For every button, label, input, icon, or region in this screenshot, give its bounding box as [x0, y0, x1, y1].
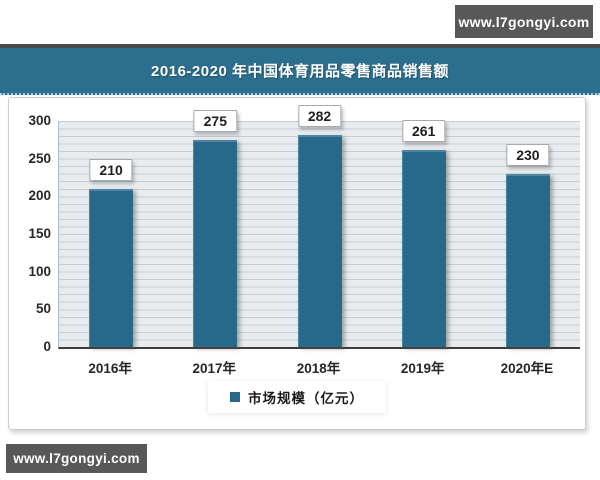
bar-2016年	[89, 188, 134, 347]
watermark-badge-bottom: www.l7gongyi.com	[6, 444, 147, 473]
bar-value-label: 261	[402, 120, 446, 143]
x-axis-label: 2020年E	[500, 361, 554, 376]
legend-marker-icon	[230, 392, 240, 402]
page-title: 2016-2020 年中国体育用品零售商品销售额	[151, 63, 449, 80]
y-axis-label: 0	[43, 339, 51, 354]
y-axis-label: 300	[28, 113, 51, 128]
y-axis-label: 100	[28, 263, 51, 279]
y-axis-label: 50	[35, 301, 51, 317]
bar-2020年E	[505, 173, 550, 347]
bar-value-label: 230	[506, 143, 550, 166]
legend-label: 市场规模（亿元）	[248, 391, 364, 406]
chart-title-banner: 2016-2020 年中国体育用品零售商品销售额	[0, 44, 600, 95]
chart-panel: 210 275 282 261 230 0 50 100 150 200 250 300 市场规模（…	[8, 97, 586, 430]
plot-area: 210 275 282 261 230	[58, 104, 580, 349]
bar-2017年	[193, 139, 238, 347]
watermark-badge-top: www.l7gongyi.com	[455, 5, 593, 38]
x-axis-label: 2019年	[400, 361, 445, 376]
x-axis-label: 2017年	[192, 361, 237, 376]
x-axis-label: 2016年	[88, 361, 132, 376]
bar-value-label: 210	[89, 158, 133, 181]
bar-2018年	[297, 134, 342, 347]
watermark-text-top: www.l7gongyi.com	[458, 13, 590, 30]
y-axis-label: 250	[28, 150, 51, 166]
legend-box: 市场规模（亿元）	[208, 381, 386, 413]
y-axis-label: 200	[28, 188, 51, 204]
bar-value-label: 282	[297, 104, 342, 127]
watermark-text-bottom: www.l7gongyi.com	[13, 451, 140, 466]
bar-2019年	[401, 150, 446, 347]
x-axis-label: 2018年	[296, 361, 341, 376]
legend: 市场规模（亿元）	[9, 381, 585, 413]
bar-value-label: 275	[193, 109, 237, 132]
y-axis-label: 150	[28, 226, 51, 241]
